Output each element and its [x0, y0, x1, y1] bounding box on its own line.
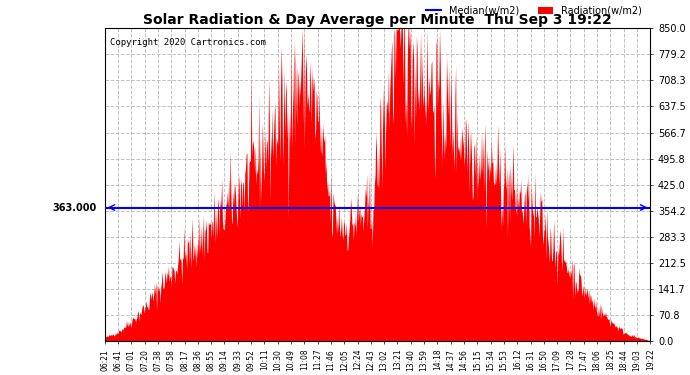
Text: Copyright 2020 Cartronics.com: Copyright 2020 Cartronics.com	[110, 38, 266, 46]
Legend: Median(w/m2), Radiation(w/m2): Median(w/m2), Radiation(w/m2)	[422, 2, 645, 20]
Title: Solar Radiation & Day Average per Minute  Thu Sep 3 19:22: Solar Radiation & Day Average per Minute…	[143, 13, 612, 27]
Text: 363.000: 363.000	[52, 202, 97, 213]
